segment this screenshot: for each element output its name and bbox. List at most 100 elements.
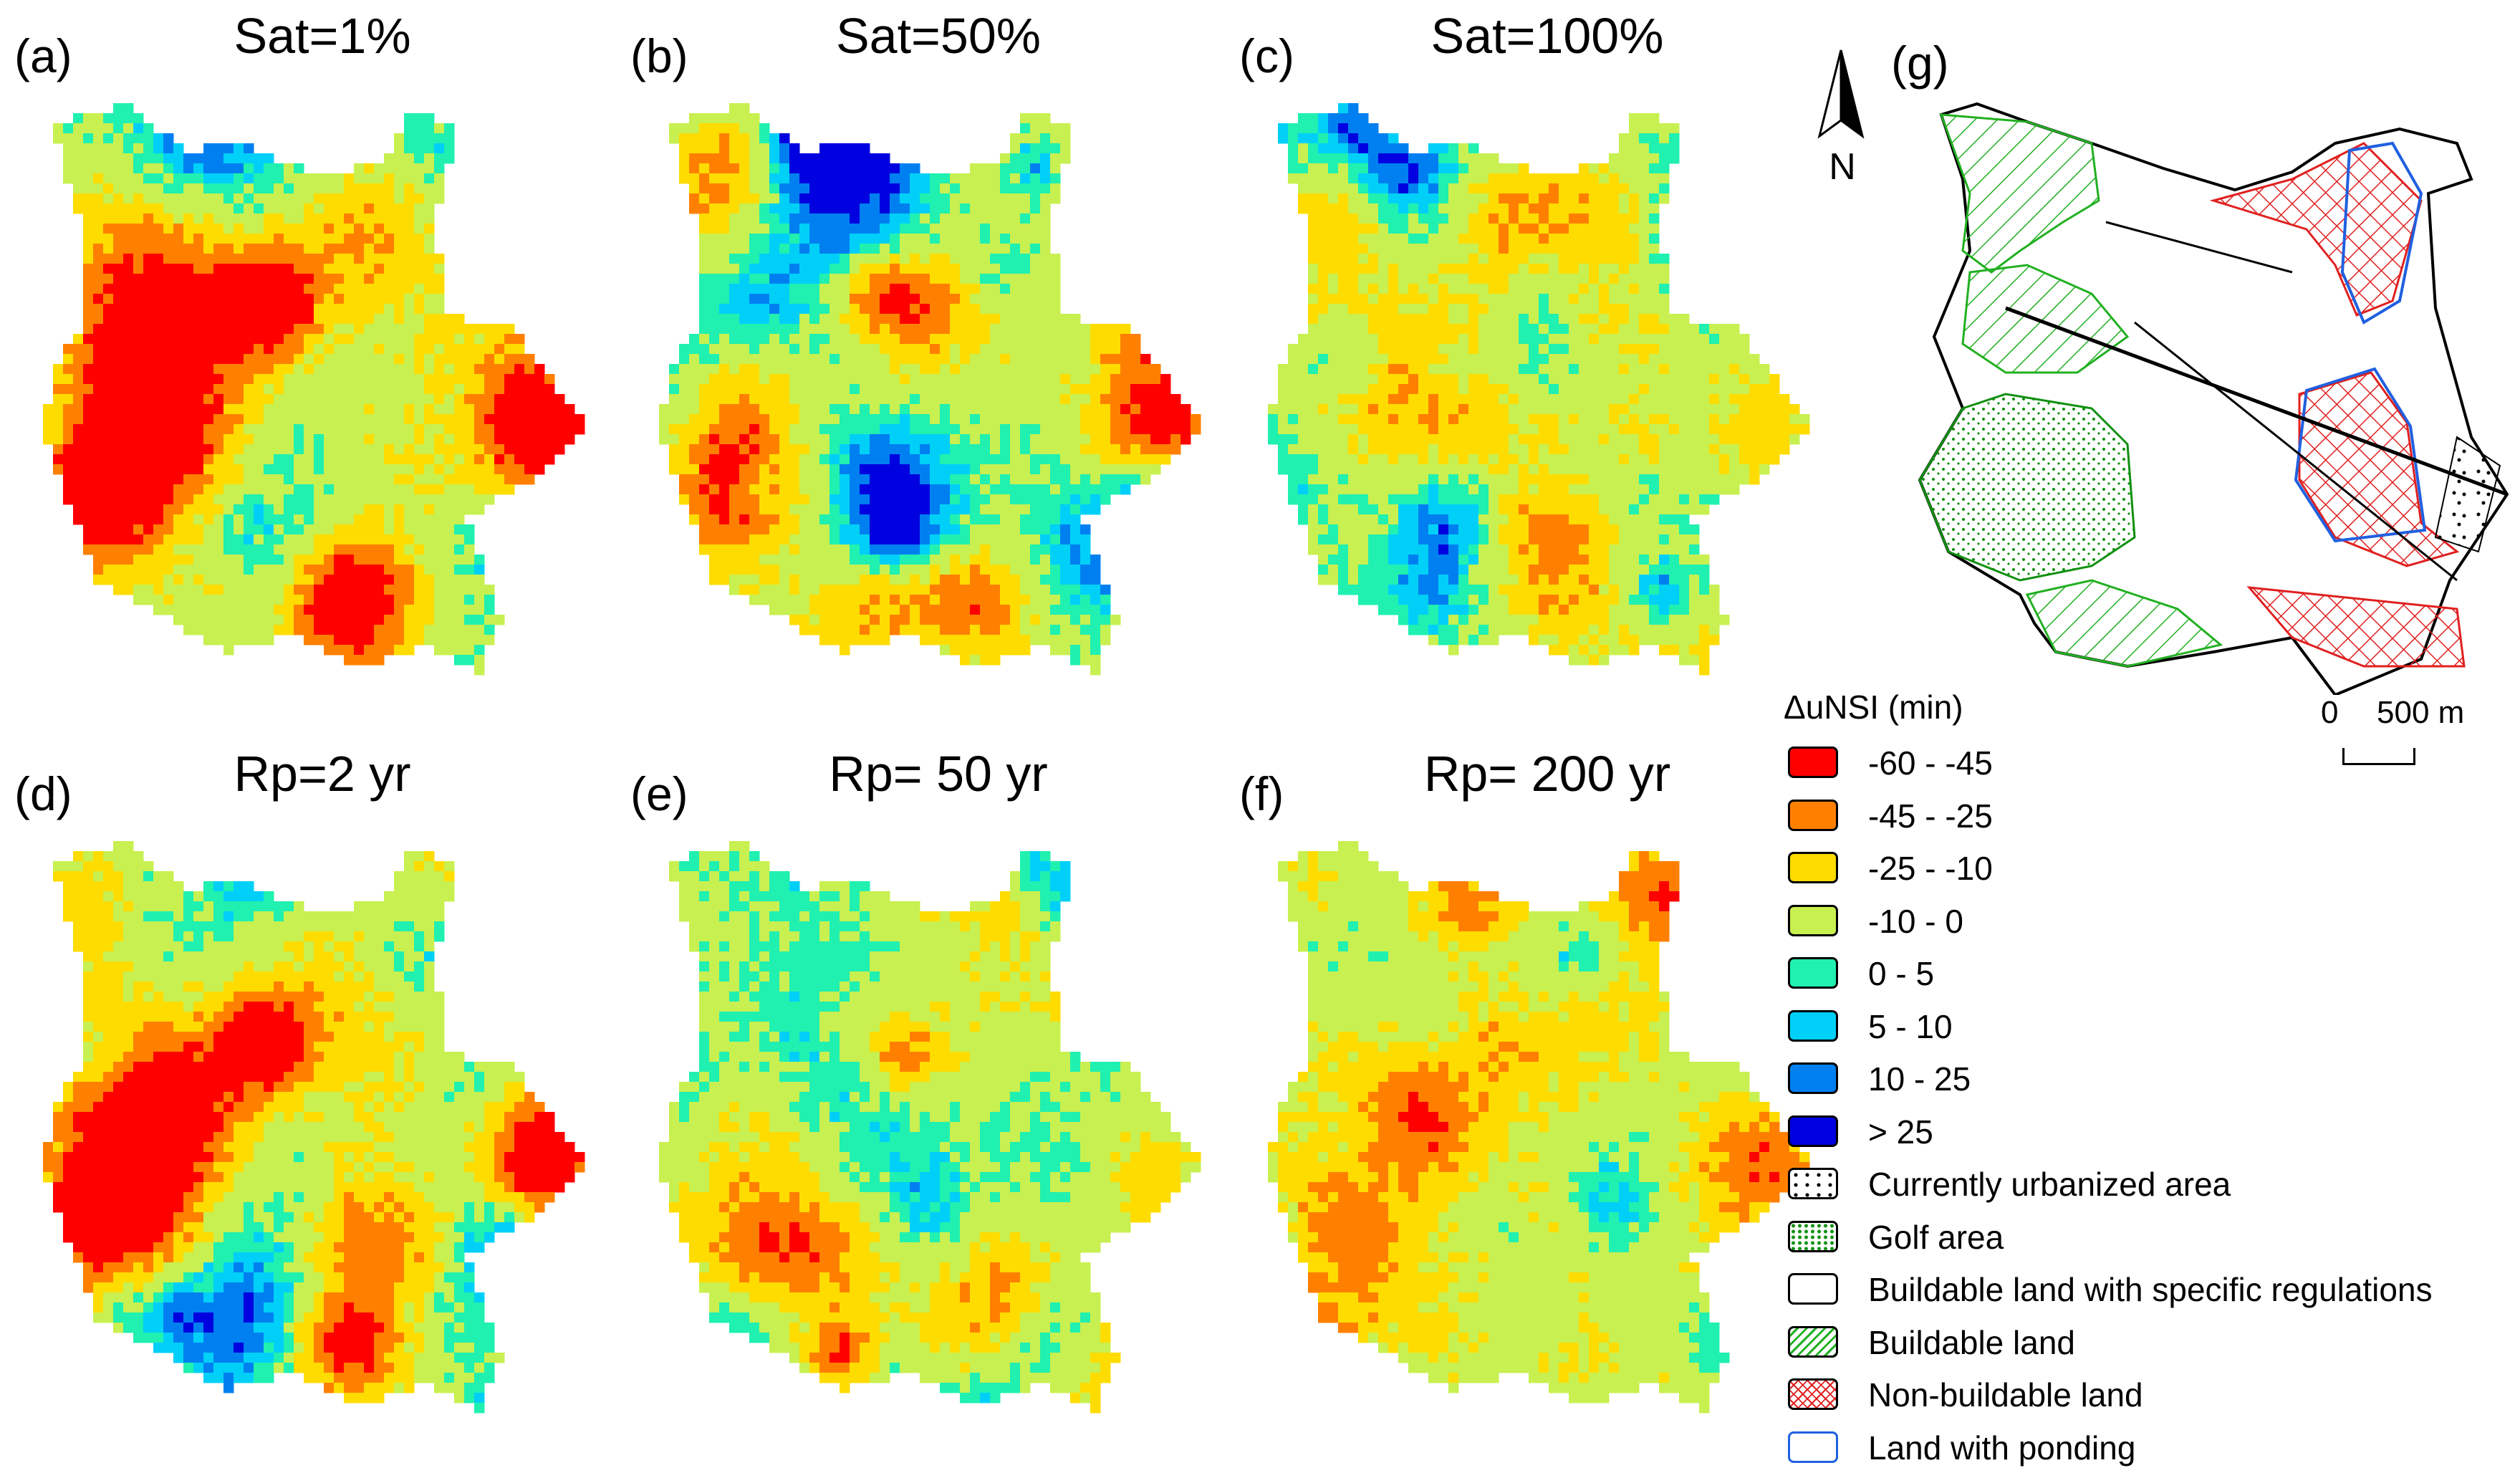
raster-cell [679,394,690,405]
raster-cell [364,615,375,625]
raster-cell [1130,454,1141,465]
raster-cell [1368,183,1379,194]
raster-cell [1649,183,1660,194]
raster-cell [689,514,700,525]
raster-cell [1050,555,1061,565]
raster-cell [709,254,720,264]
raster-cell [394,203,405,214]
raster-cell [840,524,850,535]
raster-cell [1100,394,1111,405]
raster-cell [284,394,294,405]
raster-cell [414,123,425,134]
raster-cell [1599,234,1610,244]
raster-cell [870,364,880,375]
raster-cell [494,444,505,455]
raster-cell [840,605,850,615]
raster-cell [53,464,64,475]
raster-cell [424,625,435,635]
raster-cell [244,444,254,455]
raster-cell [203,264,214,274]
raster-cell [133,394,144,405]
raster-cell [203,605,214,615]
raster-cell [1060,334,1071,345]
raster-cell [880,344,890,355]
raster-cell [223,254,234,264]
raster-cell [494,424,505,435]
raster-cell [769,133,780,144]
raster-cell [940,615,951,625]
raster-cell [424,555,435,565]
raster-cell [930,264,941,274]
raster-cell [1388,274,1399,284]
raster-cell [304,334,314,345]
raster-cell [364,595,375,605]
raster-cell [719,444,730,455]
raster-cell [163,163,174,174]
raster-cell [910,354,920,365]
raster-cell [769,203,780,214]
raster-cell [1559,213,1569,224]
raster-cell [759,203,770,214]
raster-cell [709,133,720,144]
raster-cell [1398,304,1409,315]
raster-cell [850,474,860,485]
raster-cell [819,434,830,445]
raster-cell [454,615,465,625]
raster-cell [1579,203,1590,214]
raster-cell [1418,193,1429,204]
raster-cell [294,244,304,254]
raster-cell [940,234,951,244]
raster-cell [1100,444,1111,455]
raster-cell [254,304,264,315]
raster-cell [1579,163,1590,174]
raster-cell [274,324,284,335]
raster-cell [344,555,355,565]
raster-cell [434,615,445,625]
raster-cell [1010,304,1021,315]
raster-cell [819,193,830,204]
raster-cell [504,324,515,335]
raster-cell [1489,193,1499,204]
raster-cell [870,344,880,355]
raster-cell [1070,324,1081,335]
raster-cell [990,565,1001,575]
raster-cell [143,143,154,154]
raster-cell [1140,464,1151,475]
raster-cell [123,244,134,254]
raster-cell [940,575,951,585]
raster-cell [1060,133,1071,144]
raster-cell [829,625,840,635]
raster-cell [133,133,144,144]
raster-cell [404,615,415,625]
raster-cell [890,494,900,505]
raster-cell [1100,464,1111,475]
raster-cell [213,354,224,365]
raster-cell [133,524,144,535]
raster-cell [103,434,114,445]
raster-cell [153,464,164,475]
raster-cell [284,605,294,615]
raster-cell [1619,133,1630,144]
raster-cell [930,344,941,355]
raster-cell [354,364,365,375]
raster-cell [1040,414,1051,425]
raster-cell [234,514,244,525]
raster-cell [1328,314,1339,325]
raster-cell [960,625,971,635]
raster-cell [1020,524,1031,535]
raster-cell [1110,474,1121,485]
raster-cell [163,464,174,475]
raster-cell [930,183,941,194]
raster-cell [454,384,465,395]
raster-cell [394,605,405,615]
raster-cell [213,374,224,385]
raster-cell [93,213,104,224]
raster-cell [103,274,114,284]
raster-cell [819,254,830,264]
raster-cell [799,514,810,525]
raster-cell [374,524,385,535]
raster-cell [153,183,164,194]
raster-cell [910,193,920,204]
raster-cell [1368,304,1379,315]
raster-cell [434,635,445,645]
